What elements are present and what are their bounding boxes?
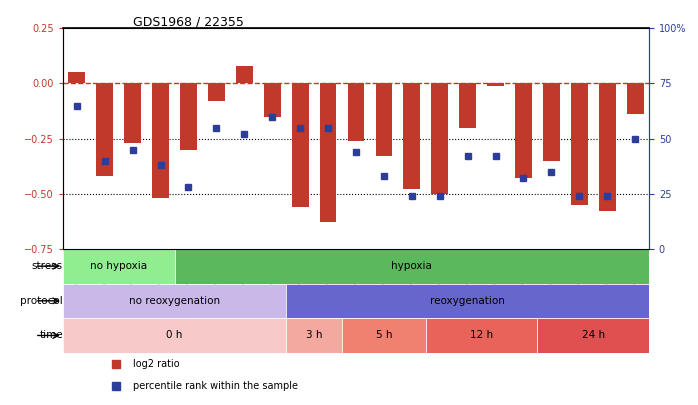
Text: 24 h: 24 h bbox=[581, 330, 605, 341]
Bar bbox=[124, 83, 141, 143]
Bar bbox=[348, 83, 364, 141]
Text: percentile rank within the sample: percentile rank within the sample bbox=[133, 381, 298, 391]
Text: 0 h: 0 h bbox=[166, 330, 183, 341]
Bar bbox=[180, 83, 197, 149]
FancyBboxPatch shape bbox=[286, 284, 649, 318]
Bar bbox=[376, 83, 392, 156]
Bar bbox=[627, 83, 644, 114]
Text: no reoxygenation: no reoxygenation bbox=[129, 296, 220, 306]
Text: reoxygenation: reoxygenation bbox=[430, 296, 505, 306]
FancyBboxPatch shape bbox=[63, 249, 174, 284]
FancyBboxPatch shape bbox=[63, 318, 286, 353]
Bar bbox=[599, 83, 616, 211]
Bar bbox=[403, 83, 420, 189]
Text: 5 h: 5 h bbox=[376, 330, 392, 341]
Bar bbox=[571, 83, 588, 205]
Bar bbox=[320, 83, 336, 222]
Text: hypoxia: hypoxia bbox=[392, 261, 432, 271]
Bar bbox=[236, 66, 253, 83]
Bar bbox=[515, 83, 532, 178]
Bar bbox=[264, 83, 281, 117]
Bar bbox=[487, 83, 504, 86]
Text: protocol: protocol bbox=[20, 296, 63, 306]
FancyBboxPatch shape bbox=[286, 318, 342, 353]
Text: 3 h: 3 h bbox=[306, 330, 322, 341]
Text: stress: stress bbox=[31, 261, 63, 271]
Bar bbox=[292, 83, 309, 207]
Bar bbox=[68, 72, 85, 83]
Text: 12 h: 12 h bbox=[470, 330, 493, 341]
Bar bbox=[431, 83, 448, 194]
FancyBboxPatch shape bbox=[342, 318, 426, 353]
FancyBboxPatch shape bbox=[63, 284, 286, 318]
Bar bbox=[96, 83, 113, 176]
Bar bbox=[459, 83, 476, 128]
Text: time: time bbox=[39, 330, 63, 341]
Text: no hypoxia: no hypoxia bbox=[90, 261, 147, 271]
Bar bbox=[152, 83, 169, 198]
Text: GDS1968 / 22355: GDS1968 / 22355 bbox=[133, 15, 244, 28]
Bar bbox=[543, 83, 560, 161]
Text: log2 ratio: log2 ratio bbox=[133, 359, 180, 369]
FancyBboxPatch shape bbox=[537, 318, 649, 353]
Bar bbox=[208, 83, 225, 101]
FancyBboxPatch shape bbox=[174, 249, 649, 284]
FancyBboxPatch shape bbox=[426, 318, 537, 353]
